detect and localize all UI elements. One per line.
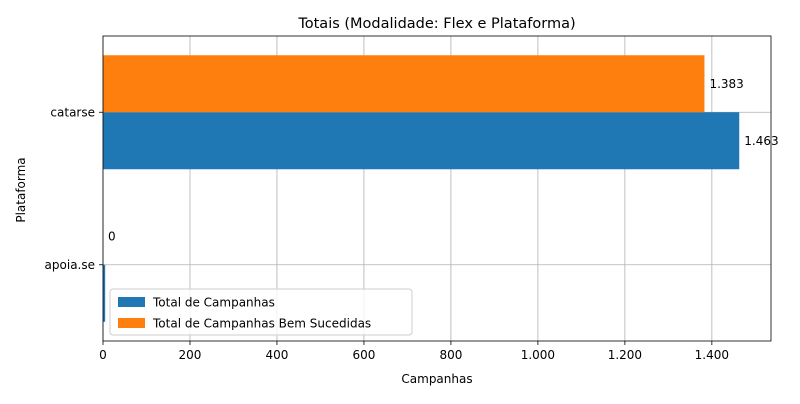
legend-box — [109, 288, 413, 336]
legend-label: Total de Campanhas Bem Sucedidas — [152, 317, 371, 331]
legend-swatch — [118, 297, 145, 307]
legend: Total de Campanhas Total de Campanhas Bem… — [109, 288, 413, 336]
y-tick-label: catarse — [50, 105, 95, 119]
y-ticks-layer: apoia.se catarse — [45, 105, 103, 272]
x-ticks-layer: 0 200 400 600 800 1.000 1.200 1.400 — [99, 341, 729, 362]
bar-value-label: 1.383 — [709, 77, 743, 91]
plot-frame — [102, 35, 772, 342]
x-axis-label: Campanhas — [401, 372, 472, 386]
bar — [103, 112, 740, 170]
x-tick-label: 1.200 — [608, 348, 642, 362]
x-tick-label: 1.000 — [521, 348, 555, 362]
legend-swatch — [118, 318, 145, 328]
legend-label: Total de Campanhas — [152, 296, 275, 310]
bar-value-label: 0 — [108, 229, 116, 243]
bar-value-label: 1.463 — [744, 134, 778, 148]
x-tick-label: 0 — [99, 348, 107, 362]
y-axis-label: Plataforma — [14, 157, 28, 222]
x-tick-label: 1.400 — [695, 348, 729, 362]
bar — [103, 264, 106, 322]
x-tick-label: 800 — [439, 348, 462, 362]
x-tick-label: 400 — [266, 348, 289, 362]
x-tick-label: 600 — [352, 348, 375, 362]
chart-title: Totais (Modalidade: Flex e Plataforma) — [297, 16, 575, 32]
data-labels-layer: 1.463 0 1.383 — [108, 77, 779, 244]
x-tick-label: 200 — [179, 348, 202, 362]
bars-layer — [103, 55, 740, 322]
y-tick-label: apoia.se — [45, 258, 95, 272]
bar — [103, 55, 705, 113]
